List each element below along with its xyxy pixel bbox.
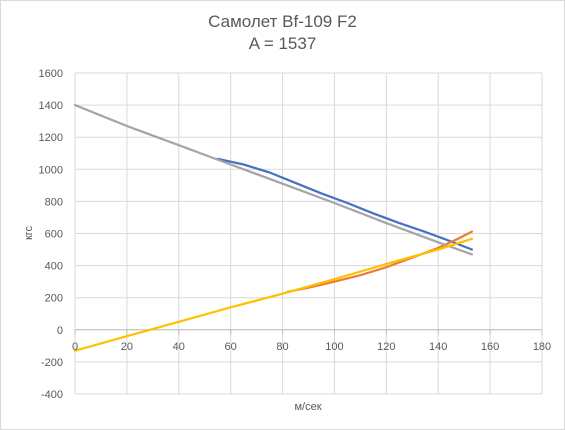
x-tick-label: 180	[533, 341, 551, 353]
chart-subtitle: A = 1537	[248, 34, 317, 53]
x-tick-label: 60	[225, 341, 237, 353]
y-tick-label: 400	[45, 261, 63, 273]
x-tick-label: 140	[429, 341, 447, 353]
x-tick-label: 0	[72, 341, 78, 353]
gridlines	[74, 72, 543, 395]
y-tick-label: -400	[41, 389, 63, 401]
x-tick-label: 160	[481, 341, 499, 353]
tick-labels: -400 -200 0 200 400 600 800 1000 1200 1400 1600 0 20…	[39, 68, 552, 401]
y-tick-label: 1200	[39, 132, 63, 144]
y-tick-label: 1400	[39, 100, 63, 112]
x-tick-label: 100	[325, 341, 343, 353]
y-tick-label: -200	[41, 357, 63, 369]
x-tick-label: 80	[276, 341, 288, 353]
y-tick-label: 1000	[39, 164, 63, 176]
y-tick-label: 0	[57, 325, 63, 337]
series-line-1	[216, 157, 474, 251]
series-layer	[73, 103, 474, 352]
y-axis-title: кгс	[23, 225, 35, 240]
x-tick-label: 20	[121, 341, 133, 353]
chart-title-block: Самолет Bf-109 F2 A = 1537	[1, 11, 564, 55]
y-tick-label: 600	[45, 229, 63, 241]
series-line-3	[73, 103, 474, 256]
y-tick-label: 200	[45, 293, 63, 305]
y-tick-label: 1600	[39, 68, 63, 80]
chart-title: Самолет Bf-109 F2	[208, 12, 357, 31]
series-line-2	[286, 230, 474, 293]
series-line-4	[73, 237, 474, 352]
x-tick-label: 40	[173, 341, 185, 353]
y-tick-label: 800	[45, 196, 63, 208]
x-tick-label: 120	[377, 341, 395, 353]
x-axis-title: м/сек	[294, 401, 321, 413]
